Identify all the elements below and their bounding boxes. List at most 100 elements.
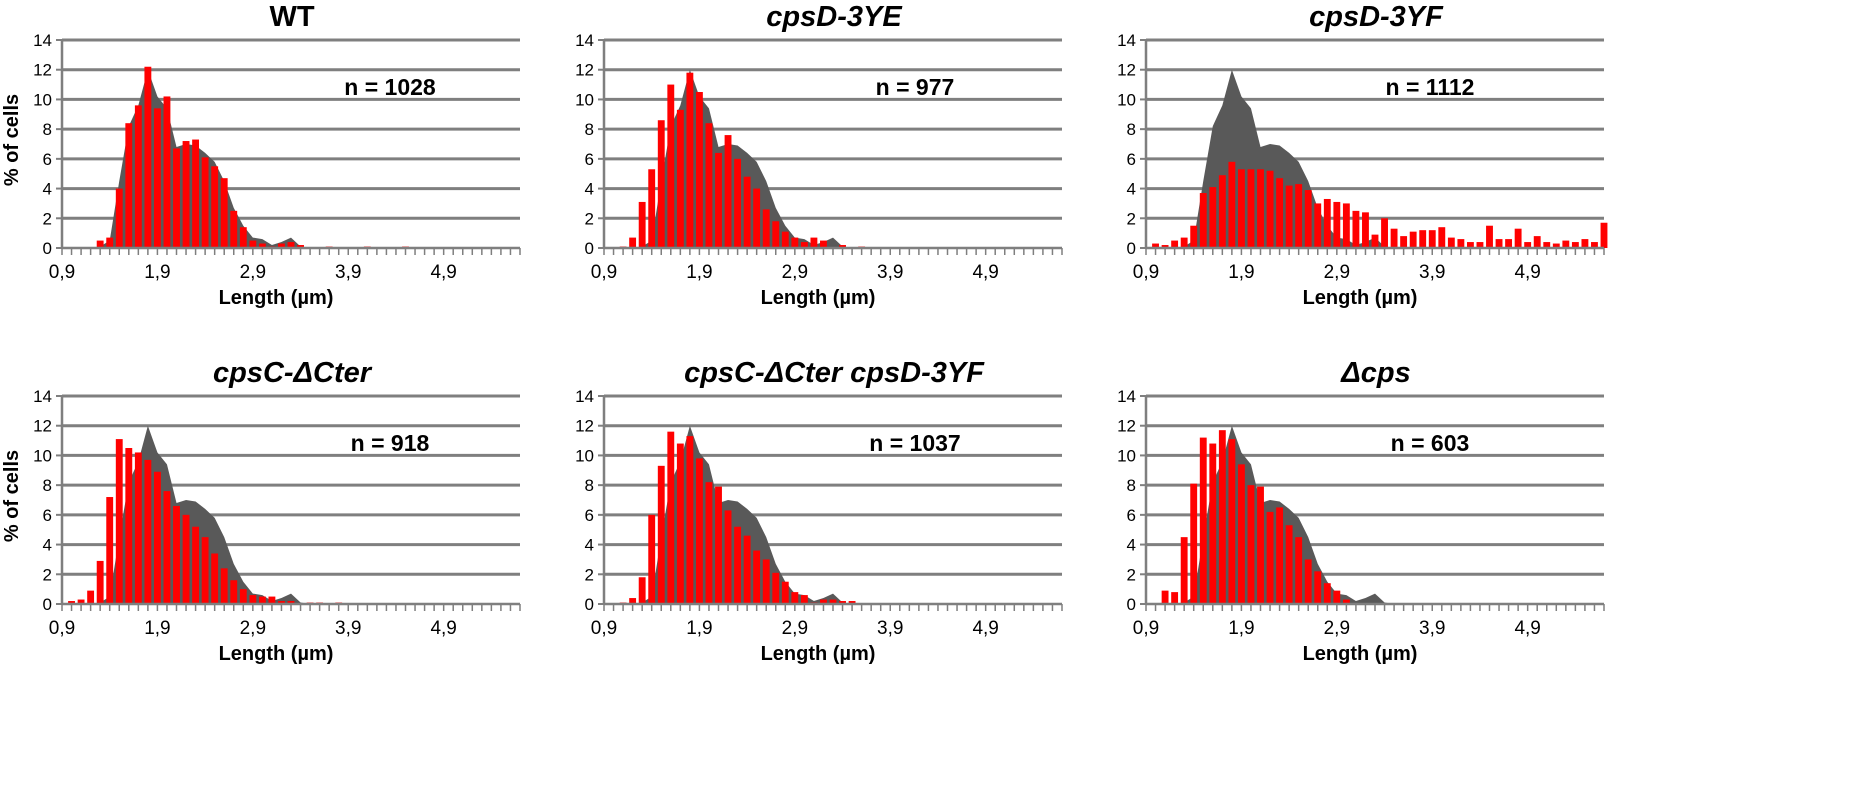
histogram-bar <box>1228 161 1236 248</box>
histogram-bar <box>686 436 694 604</box>
histogram-bar <box>1295 184 1303 248</box>
histogram-bar <box>211 553 219 604</box>
histogram-bar <box>153 108 161 248</box>
x-axis-label: Length (µm) <box>1303 287 1418 309</box>
x-axis-label: Length (µm) <box>761 643 876 665</box>
x-minor-ticks <box>603 248 1063 255</box>
x-tick-label: 1,9 <box>686 262 712 283</box>
histogram-bar <box>705 482 713 604</box>
x-tick-label: 1,9 <box>144 618 170 639</box>
chart-panel-5: 0 2 4 6 8 10 12 14 0,9 1,9 2,9 3,9 4,9 Length (µm) cps… <box>575 357 1063 665</box>
histogram-bar <box>144 459 152 604</box>
histogram-bar <box>667 431 675 604</box>
x-minor-ticks <box>61 604 521 611</box>
y-tick-label: 6 <box>1127 150 1136 169</box>
y-tick-label: 14 <box>575 387 594 406</box>
histogram-bar <box>791 237 799 248</box>
histogram-bar <box>781 581 789 604</box>
histogram-bar <box>715 152 722 248</box>
y-tick-label: 8 <box>585 476 594 495</box>
y-tick-label: 6 <box>43 506 52 525</box>
histogram-bar <box>1180 537 1188 604</box>
y-tick-label: 10 <box>575 90 594 109</box>
x-axis-label: Length (µm) <box>761 287 876 309</box>
histogram-bar <box>762 209 770 248</box>
x-tick-label: 4,9 <box>1514 262 1540 283</box>
histogram-bar <box>239 589 247 604</box>
histogram-bar <box>781 231 789 248</box>
y-tick-label: 4 <box>1127 180 1136 199</box>
histogram-bar <box>1285 185 1293 248</box>
histogram-bar <box>1257 486 1264 604</box>
histogram-bar <box>1180 237 1188 248</box>
chart-title: cpsC-ΔCter cpsD-3YF <box>684 357 985 389</box>
y-tick-label: 8 <box>1127 120 1136 139</box>
y-tick-label: 12 <box>33 61 52 80</box>
histogram-bar <box>1304 559 1312 604</box>
histogram-bar <box>676 443 684 604</box>
x-tick-label: 2,9 <box>240 618 266 639</box>
histogram-bar <box>705 123 713 248</box>
histogram-bar <box>1428 230 1436 248</box>
histogram-bar <box>258 596 266 604</box>
histogram-bar <box>1314 571 1322 604</box>
histogram-bar <box>1304 190 1312 248</box>
y-tick-label: 12 <box>575 61 594 80</box>
y-tick-label: 4 <box>43 536 52 555</box>
histogram-bar <box>297 245 304 248</box>
x-tick-label: 0,9 <box>1133 618 1159 639</box>
histogram-bar <box>1323 583 1331 604</box>
x-tick-label: 2,9 <box>1324 618 1350 639</box>
histogram-bar <box>676 109 684 248</box>
x-axis-label: Length (µm) <box>219 643 334 665</box>
histogram-bar <box>724 135 732 248</box>
y-axis-label: % of cells <box>1 94 23 186</box>
histogram-bar <box>638 577 646 604</box>
x-tick-label: 4,9 <box>972 262 998 283</box>
histogram-bar <box>743 176 751 248</box>
histogram-bar <box>1171 240 1179 248</box>
y-tick-label: 10 <box>33 446 52 465</box>
histogram-bar <box>1247 485 1255 604</box>
bar-series <box>619 431 856 604</box>
histogram-bar <box>211 166 219 248</box>
histogram-bar <box>695 92 703 248</box>
histogram-bar <box>258 243 266 248</box>
histogram-bar <box>1457 239 1465 248</box>
histogram-bar <box>134 452 142 604</box>
x-tick-label: 3,9 <box>877 262 903 283</box>
x-tick-label: 0,9 <box>591 262 617 283</box>
y-tick-label: 4 <box>585 180 594 199</box>
y-tick-label: 6 <box>585 150 594 169</box>
x-tick-label: 1,9 <box>144 262 170 283</box>
y-tick-label: 6 <box>43 150 52 169</box>
y-tick-label: 0 <box>43 239 52 258</box>
histogram-bar <box>163 491 171 604</box>
x-tick-label: 2,9 <box>782 262 808 283</box>
x-tick-label: 3,9 <box>1419 618 1445 639</box>
histogram-bar <box>839 245 846 248</box>
histogram-bar <box>1419 230 1427 248</box>
x-tick-label: 2,9 <box>782 618 808 639</box>
histogram-bar <box>230 580 238 604</box>
y-axis-label: % of cells <box>1 450 23 542</box>
bar-series <box>96 66 409 248</box>
histogram-bar <box>134 105 142 248</box>
histogram-bar <box>753 188 761 248</box>
histogram-bar <box>1161 590 1169 604</box>
y-tick-label: 12 <box>1117 61 1136 80</box>
histogram-bar <box>1591 242 1598 248</box>
histogram-bar <box>287 601 295 604</box>
y-tick-label: 12 <box>575 417 594 436</box>
histogram-bar <box>201 537 209 604</box>
histogram-bar <box>1505 239 1513 248</box>
histogram-bar <box>144 66 152 248</box>
chart-title: WT <box>269 1 314 33</box>
histogram-bar <box>77 599 85 604</box>
histogram-bar <box>1152 243 1159 248</box>
bar-series <box>1161 430 1350 604</box>
histogram-bar <box>1352 210 1360 248</box>
chart-title: Δcps <box>1340 357 1410 389</box>
y-tick-label: 8 <box>43 476 52 495</box>
